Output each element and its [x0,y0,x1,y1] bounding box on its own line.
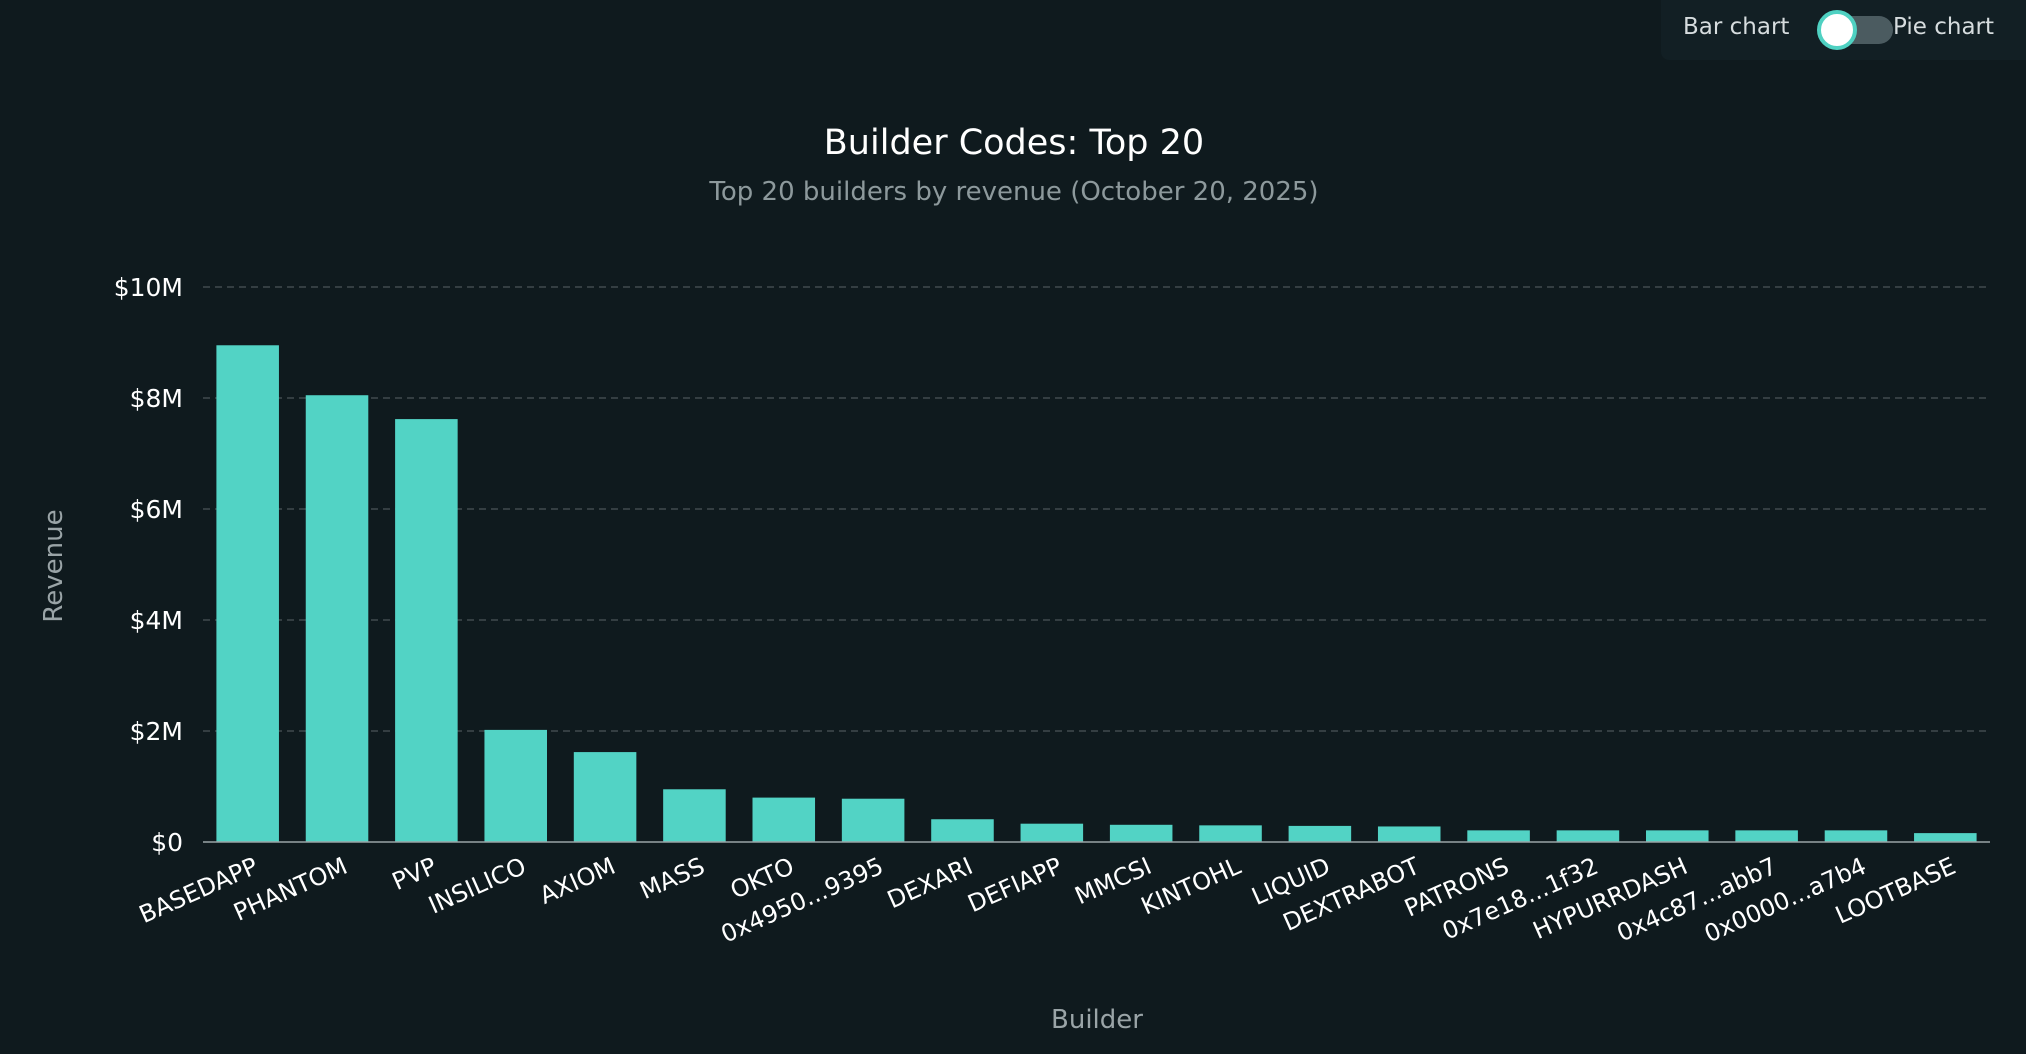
pie-chart-option[interactable]: Pie chart [1893,14,1995,40]
x-tick-label: AXIOM [535,852,619,910]
bar[interactable] [1556,830,1620,842]
chart-title: Builder Codes: Top 20 [824,123,1204,163]
switch-knob[interactable] [1817,10,1857,50]
x-tick-label: MASS [636,852,709,905]
bar[interactable] [395,419,458,842]
bar[interactable] [1824,830,1888,842]
bars [216,345,1977,842]
bar[interactable] [484,729,547,842]
gridlines [203,286,1990,732]
y-tick-label: $4M [130,606,183,635]
bar[interactable] [1914,833,1977,842]
bar[interactable] [1288,825,1352,842]
bar[interactable] [1646,830,1709,842]
y-tick-label: $10M [114,273,183,302]
x-tick-label: DEFIAPP [964,852,1067,918]
bar[interactable] [1735,830,1798,842]
chart-subtitle: Top 20 builders by revenue (October 20, … [708,177,1318,207]
y-axis-ticks: $0 $2M $4M $6M $8M $10M [114,273,183,857]
chart-view-toggle: Bar chart Pie chart [1661,0,2026,60]
chart-type-switch[interactable] [1817,10,1893,50]
bar[interactable] [1377,826,1441,842]
bar[interactable] [931,819,994,842]
bar[interactable] [573,752,637,842]
bar[interactable] [1467,830,1530,842]
x-tick-label: INSILICO [424,852,530,920]
bar[interactable] [663,789,726,842]
y-axis-label: Revenue [39,509,69,622]
x-tick-label: KINTOHL [1137,852,1246,921]
x-axis-label: Builder [1051,1005,1143,1035]
bar[interactable] [841,798,905,842]
y-tick-label: $0 [151,828,183,857]
y-tick-label: $2M [130,717,183,746]
bar[interactable] [1020,823,1084,842]
bar[interactable] [216,345,279,842]
bar-chart-option[interactable]: Bar chart [1683,14,1790,40]
y-tick-label: $6M [130,495,183,524]
bar[interactable] [305,395,369,842]
bar[interactable] [1109,824,1173,842]
bar[interactable] [1199,825,1262,842]
y-tick-label: $8M [130,384,183,413]
bar[interactable] [752,797,816,842]
x-tick-label: DEXARI [883,852,977,914]
